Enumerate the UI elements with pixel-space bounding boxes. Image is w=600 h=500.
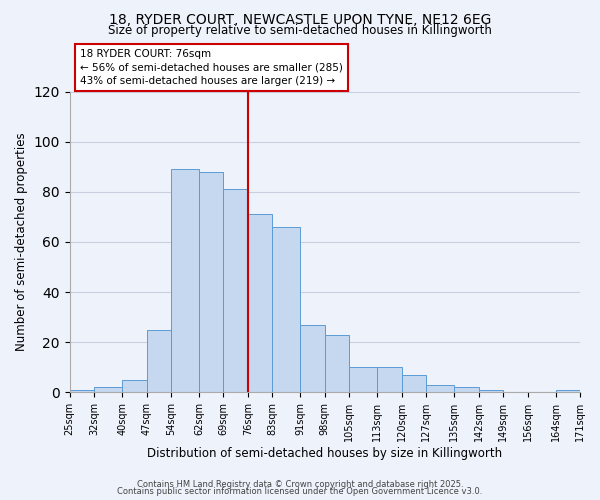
Y-axis label: Number of semi-detached properties: Number of semi-detached properties <box>15 132 28 352</box>
Bar <box>223 190 248 392</box>
Text: Contains HM Land Registry data © Crown copyright and database right 2025.: Contains HM Land Registry data © Crown c… <box>137 480 463 489</box>
Bar <box>171 170 199 392</box>
Bar <box>301 324 325 392</box>
Bar <box>199 172 223 392</box>
Text: 18, RYDER COURT, NEWCASTLE UPON TYNE, NE12 6EG: 18, RYDER COURT, NEWCASTLE UPON TYNE, NE… <box>109 12 491 26</box>
Bar <box>556 390 580 392</box>
Bar <box>146 330 171 392</box>
Bar <box>377 368 402 392</box>
Bar <box>248 214 272 392</box>
Bar <box>426 385 454 392</box>
Bar <box>479 390 503 392</box>
Bar <box>122 380 146 392</box>
Text: Size of property relative to semi-detached houses in Killingworth: Size of property relative to semi-detach… <box>108 24 492 37</box>
Bar <box>94 388 122 392</box>
Bar <box>349 368 377 392</box>
Bar <box>272 227 301 392</box>
Bar <box>325 334 349 392</box>
Bar <box>454 388 479 392</box>
Text: 18 RYDER COURT: 76sqm
← 56% of semi-detached houses are smaller (285)
43% of sem: 18 RYDER COURT: 76sqm ← 56% of semi-deta… <box>80 49 343 86</box>
Bar <box>70 390 94 392</box>
Text: Contains public sector information licensed under the Open Government Licence v3: Contains public sector information licen… <box>118 487 482 496</box>
Bar <box>402 375 426 392</box>
X-axis label: Distribution of semi-detached houses by size in Killingworth: Distribution of semi-detached houses by … <box>147 447 502 460</box>
